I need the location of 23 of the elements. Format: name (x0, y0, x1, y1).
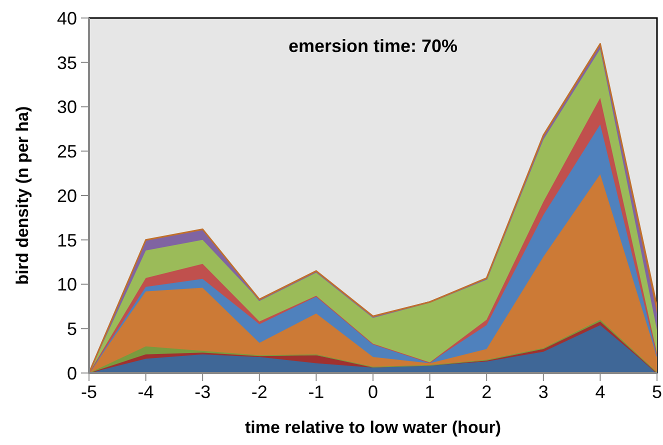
x-axis-title: time relative to low water (hour) (245, 418, 501, 437)
x-tick-label: -1 (308, 382, 324, 402)
y-tick-label: 0 (66, 363, 77, 384)
annotation: emersion time: 70% (287, 36, 459, 57)
x-tick-label: 2 (482, 382, 492, 402)
x-tick-label: -2 (251, 382, 268, 402)
y-tick-label: 15 (56, 230, 77, 250)
x-tick-label: -4 (138, 382, 154, 402)
y-tick-label: 30 (56, 97, 77, 118)
y-tick-label: 20 (56, 186, 77, 206)
y-tick-label: 40 (56, 8, 77, 28)
x-tick-label: 3 (538, 382, 548, 402)
y-tick-label: 5 (66, 319, 77, 340)
x-tick-label: 5 (652, 382, 662, 402)
x-tick-label: -3 (194, 382, 211, 402)
y-axis-title: bird density (n per ha) (13, 106, 32, 285)
y-tick-label: 25 (56, 142, 77, 162)
x-tick-label: 0 (368, 382, 378, 402)
x-tick-label: -5 (80, 382, 98, 402)
y-tick-label: 35 (56, 52, 77, 73)
x-tick-label: 1 (424, 382, 435, 402)
y-tick-label: 10 (56, 274, 77, 295)
x-tick-label: 4 (595, 382, 606, 402)
